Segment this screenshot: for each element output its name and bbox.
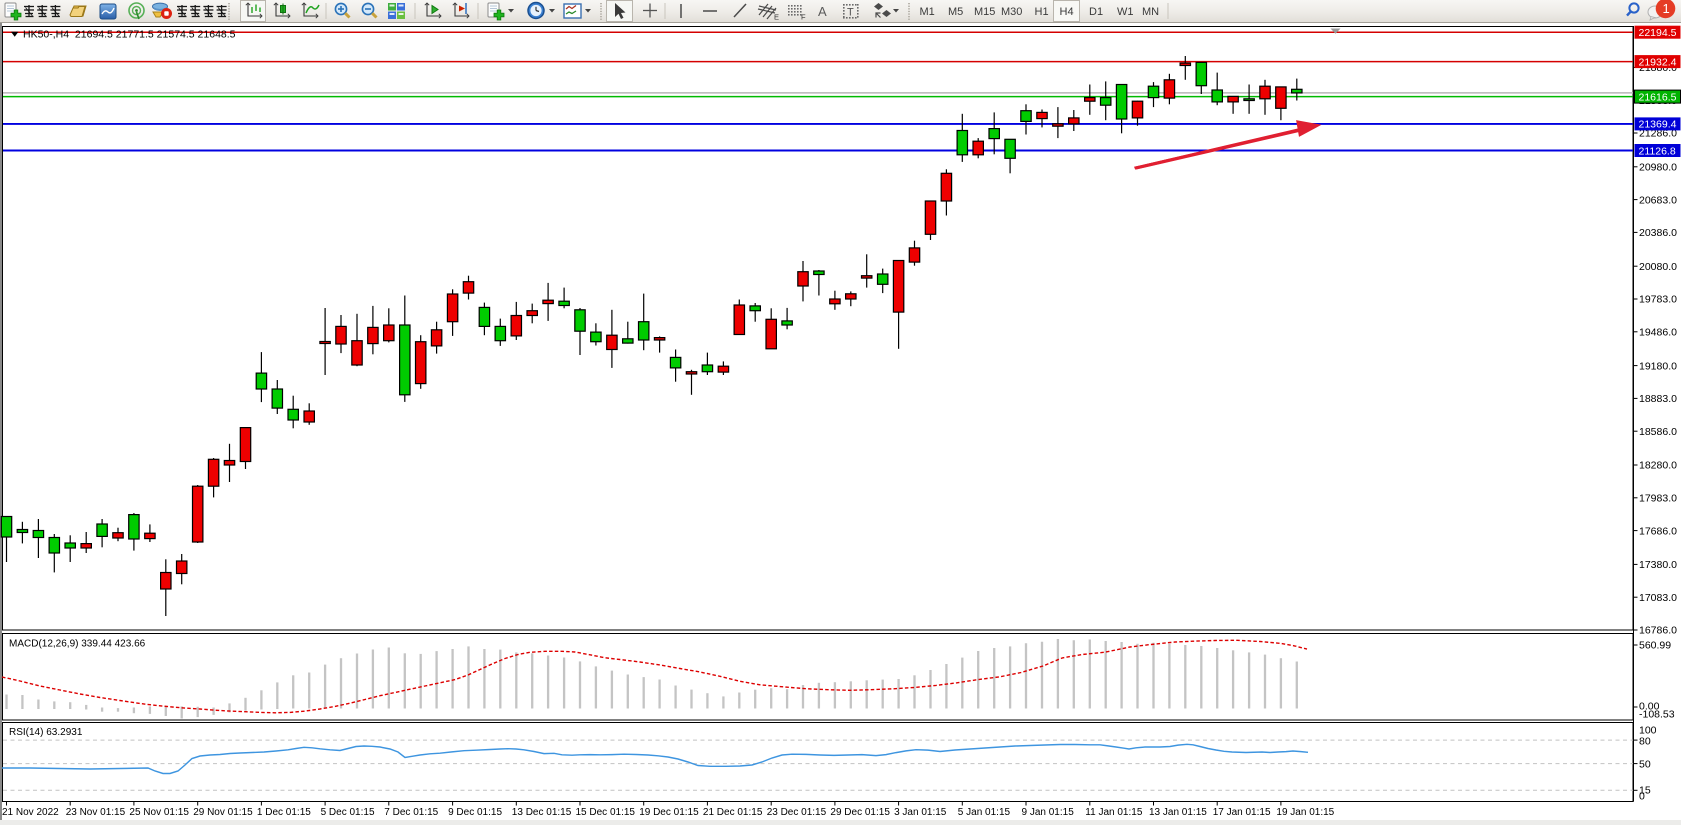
- svg-text:20080.0: 20080.0: [1639, 261, 1677, 273]
- svg-text:1: 1: [1663, 1, 1670, 16]
- svg-text:560.99: 560.99: [1639, 640, 1671, 652]
- svg-text:17983.0: 17983.0: [1639, 493, 1677, 505]
- svg-text:20980.0: 20980.0: [1639, 162, 1677, 174]
- svg-text:20683.0: 20683.0: [1639, 194, 1677, 206]
- svg-text:5 Jan 01:15: 5 Jan 01:15: [958, 807, 1011, 818]
- svg-text:18883.0: 18883.0: [1639, 393, 1677, 405]
- svg-text:19 Jan 01:15: 19 Jan 01:15: [1276, 807, 1334, 818]
- svg-text:3 Jan 01:15: 3 Jan 01:15: [894, 807, 947, 818]
- svg-text:7 Dec 01:15: 7 Dec 01:15: [384, 807, 438, 818]
- svg-text:21369.4: 21369.4: [1639, 119, 1677, 131]
- svg-text:HK50-,H4 21694.5 21771.5 2157: HK50-,H4 21694.5 21771.5 21574.5 21648.5: [23, 28, 236, 40]
- svg-text:15 Dec 01:15: 15 Dec 01:15: [576, 807, 636, 818]
- svg-text:F: F: [801, 13, 806, 22]
- svg-text:A: A: [818, 4, 827, 19]
- svg-text:RSI(14) 63.2931: RSI(14) 63.2931: [9, 727, 83, 738]
- svg-text:T: T: [847, 7, 854, 19]
- svg-text:17380.0: 17380.0: [1639, 559, 1677, 571]
- svg-text:-108.53: -108.53: [1639, 709, 1675, 721]
- svg-text:E: E: [774, 13, 779, 22]
- svg-text:11 Jan 01:15: 11 Jan 01:15: [1085, 807, 1143, 818]
- svg-text:21616.5: 21616.5: [1639, 91, 1677, 103]
- svg-text:18280.0: 18280.0: [1639, 460, 1677, 472]
- svg-text:19 Dec 01:15: 19 Dec 01:15: [639, 807, 699, 818]
- svg-text:0.00: 0.00: [1639, 701, 1660, 713]
- svg-text:19486.0: 19486.0: [1639, 327, 1677, 339]
- svg-text:20386.0: 20386.0: [1639, 227, 1677, 239]
- svg-text:5 Dec 01:15: 5 Dec 01:15: [321, 807, 375, 818]
- svg-text:W1: W1: [1117, 6, 1134, 18]
- svg-text:MACD(12,26,9) 339.44 423.66: MACD(12,26,9) 339.44 423.66: [9, 639, 146, 650]
- svg-text:0: 0: [1639, 791, 1645, 803]
- svg-text:21126.8: 21126.8: [1639, 145, 1676, 157]
- svg-text:23 Dec 01:15: 23 Dec 01:15: [767, 807, 827, 818]
- svg-text:16786.0: 16786.0: [1639, 625, 1677, 637]
- svg-text:100: 100: [1639, 725, 1657, 737]
- svg-text:19180.0: 19180.0: [1639, 360, 1677, 372]
- svg-text:21 Nov 2022: 21 Nov 2022: [2, 807, 59, 818]
- svg-text:29 Nov 01:15: 29 Nov 01:15: [193, 807, 253, 818]
- svg-text:50: 50: [1639, 759, 1651, 771]
- svg-text:21932.4: 21932.4: [1639, 56, 1677, 68]
- svg-text:M1: M1: [920, 6, 935, 18]
- svg-text:MN: MN: [1142, 6, 1159, 18]
- svg-text:H4: H4: [1060, 6, 1074, 18]
- svg-text:21286.0: 21286.0: [1639, 128, 1677, 140]
- svg-text:1 Dec 01:15: 1 Dec 01:15: [257, 807, 311, 818]
- svg-text:9 Dec 01:15: 9 Dec 01:15: [448, 807, 502, 818]
- svg-text:22194.5: 22194.5: [1639, 27, 1677, 39]
- svg-text:D1: D1: [1089, 6, 1103, 18]
- svg-text:25 Nov 01:15: 25 Nov 01:15: [129, 807, 189, 818]
- svg-text:M5: M5: [948, 6, 963, 18]
- svg-text:M30: M30: [1001, 6, 1022, 18]
- svg-text:23 Nov 01:15: 23 Nov 01:15: [66, 807, 126, 818]
- svg-text:17083.0: 17083.0: [1639, 592, 1677, 604]
- svg-text:M15: M15: [974, 6, 995, 18]
- svg-text:29 Dec 01:15: 29 Dec 01:15: [830, 807, 890, 818]
- svg-text:9 Jan 01:15: 9 Jan 01:15: [1022, 807, 1075, 818]
- svg-text:18586.0: 18586.0: [1639, 426, 1677, 438]
- svg-text:80: 80: [1639, 736, 1651, 748]
- svg-text:15: 15: [1639, 784, 1651, 796]
- svg-text:13 Dec 01:15: 13 Dec 01:15: [512, 807, 572, 818]
- svg-text:13 Jan 01:15: 13 Jan 01:15: [1149, 807, 1207, 818]
- svg-text:17 Jan 01:15: 17 Jan 01:15: [1213, 807, 1271, 818]
- svg-text:17686.0: 17686.0: [1639, 525, 1677, 537]
- svg-text:21 Dec 01:15: 21 Dec 01:15: [703, 807, 763, 818]
- svg-text:H1: H1: [1035, 6, 1049, 18]
- svg-text:19783.0: 19783.0: [1639, 294, 1677, 306]
